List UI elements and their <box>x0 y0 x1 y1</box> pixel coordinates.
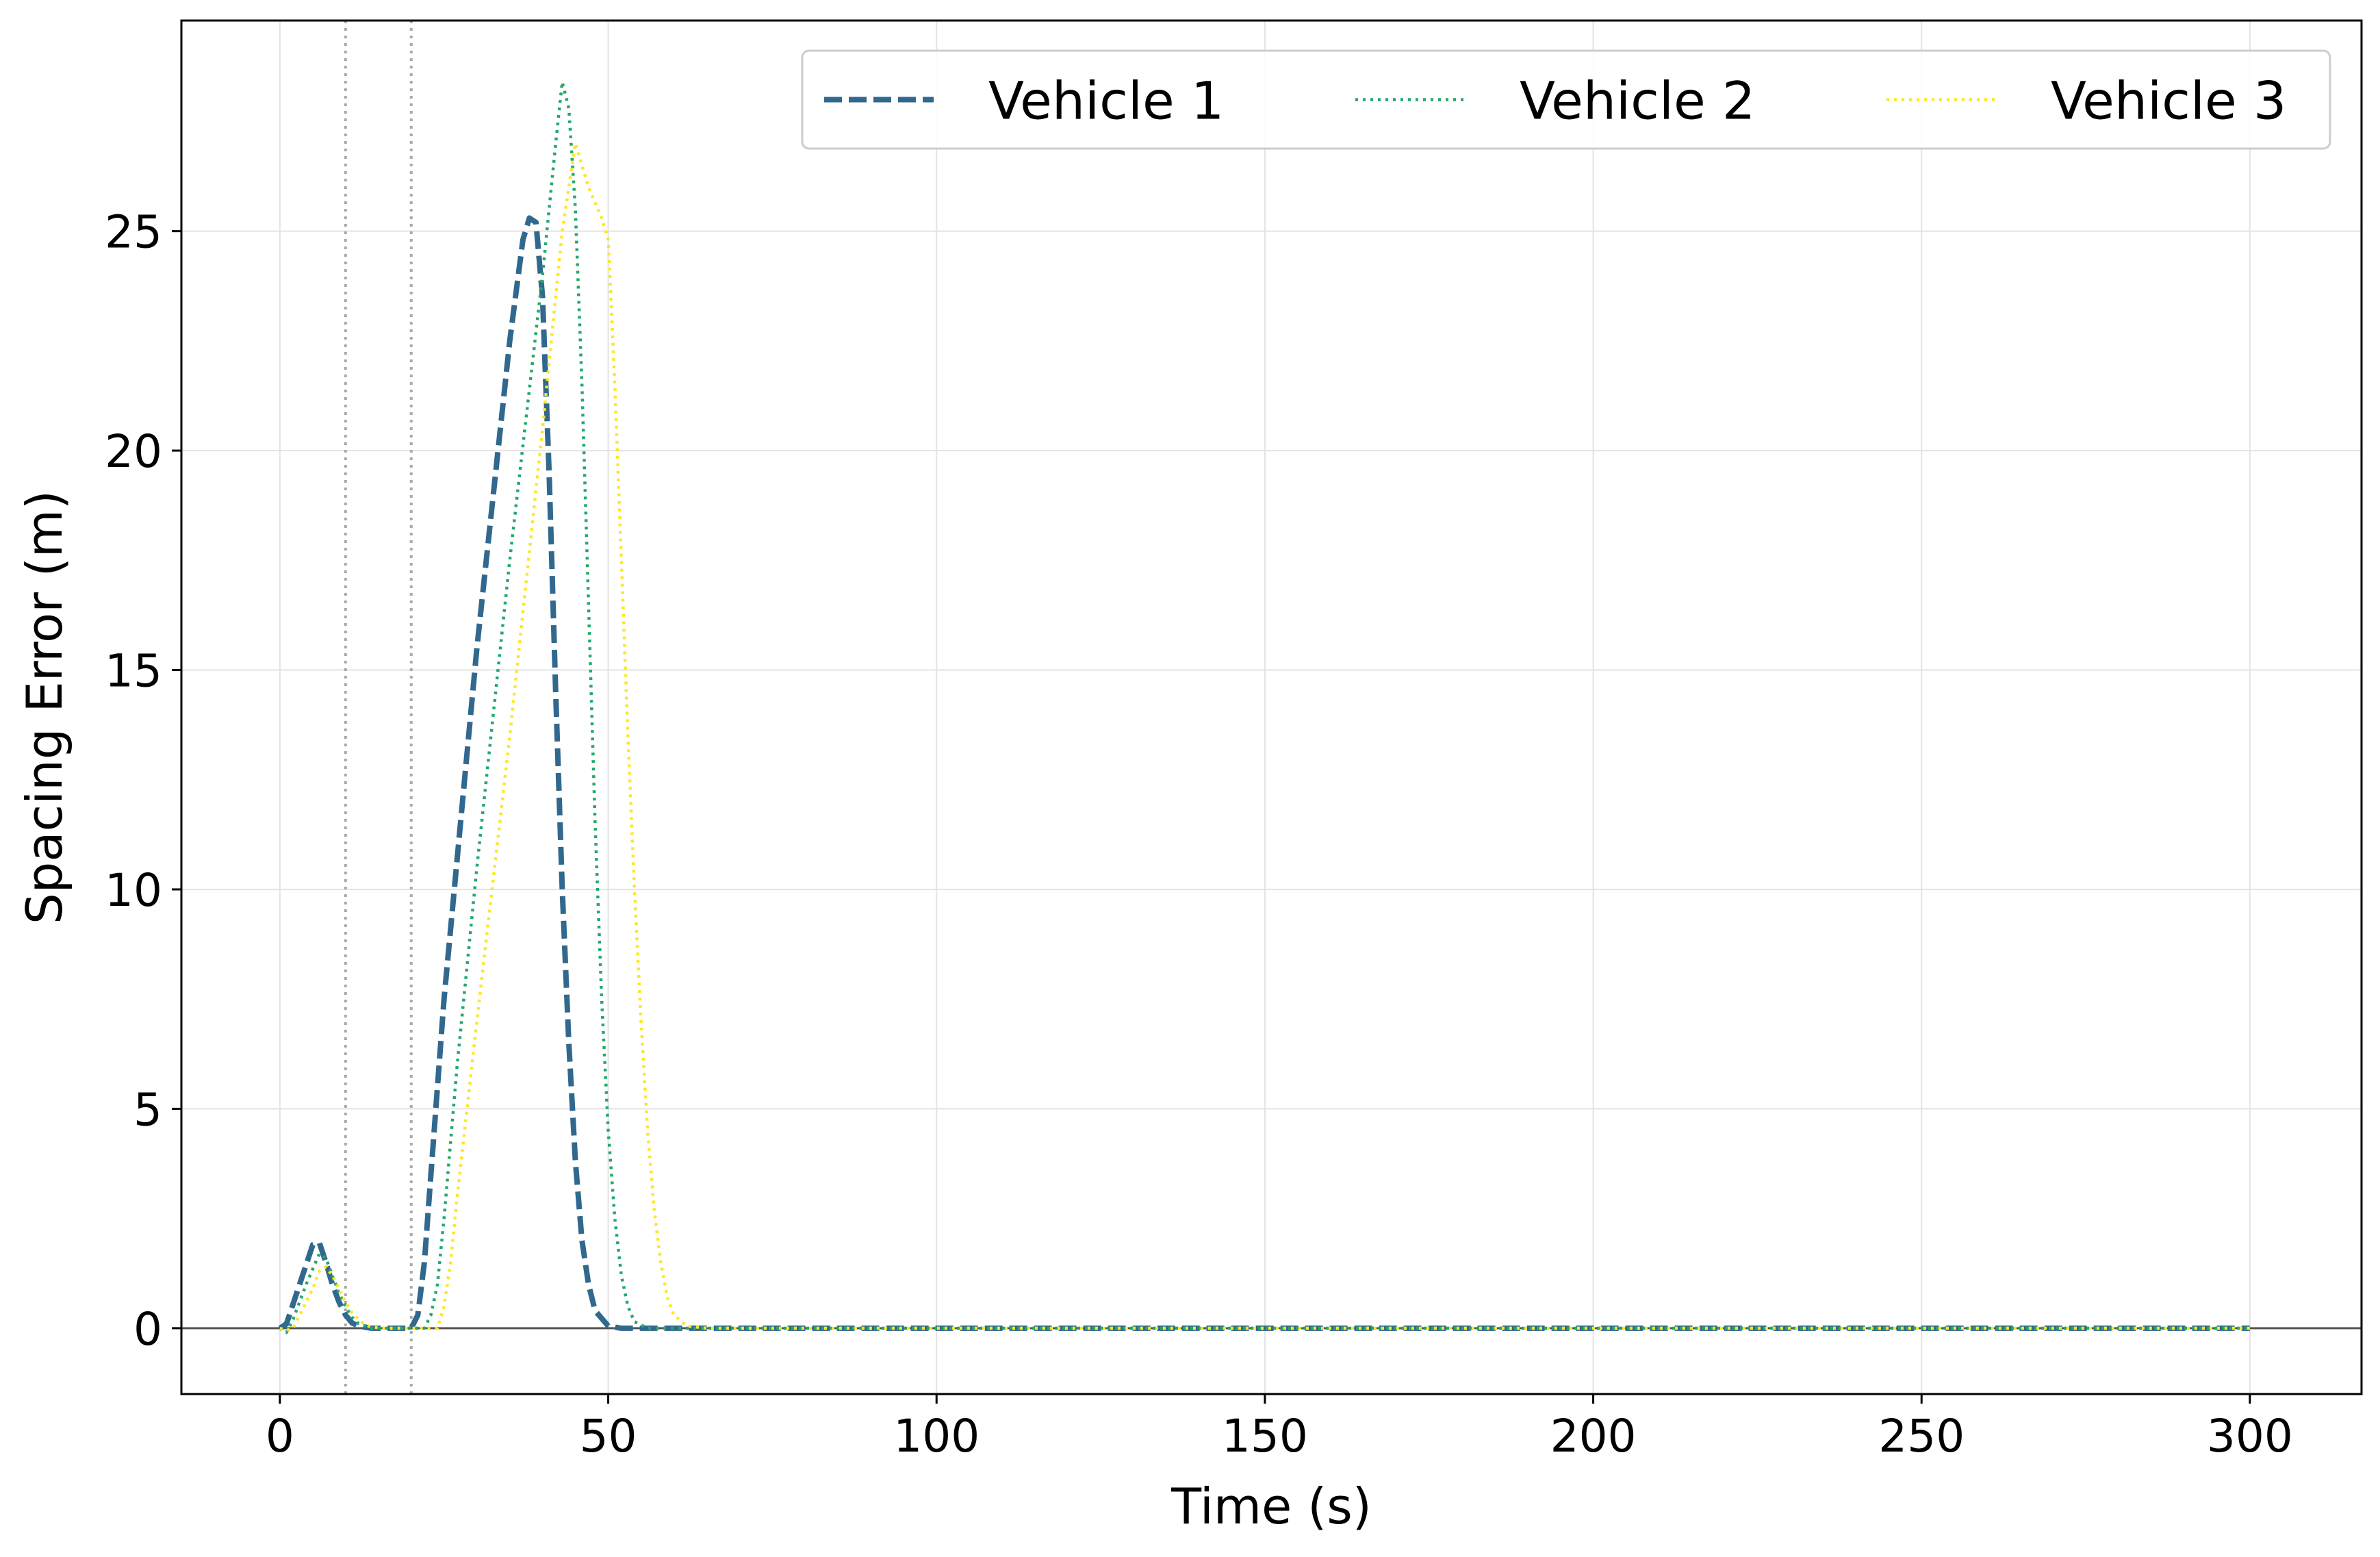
y-tick-label: 0 <box>133 1303 162 1356</box>
x-tick-label: 50 <box>580 1410 637 1463</box>
y-tick-label: 15 <box>105 645 162 698</box>
legend-label-vehicle-3: Vehicle 3 <box>2051 71 2286 131</box>
x-tick-label: 100 <box>893 1410 980 1463</box>
y-tick-label: 10 <box>105 864 162 917</box>
axis-ticks: 0 50 100 150 200 250 300 0 5 10 15 20 25 <box>105 206 2293 1463</box>
x-tick-label: 200 <box>1550 1410 1637 1463</box>
y-tick-label: 5 <box>133 1083 162 1136</box>
y-tick-label: 20 <box>105 425 162 478</box>
x-tick-label: 300 <box>2207 1410 2293 1463</box>
series-line-vehicle-1 <box>278 215 2250 1331</box>
series-line-vehicle-3 <box>279 142 2250 1332</box>
legend: Vehicle 1 Vehicle 2 Vehicle 3 <box>801 49 2331 150</box>
x-tick-label: 250 <box>1878 1410 1965 1463</box>
x-tick-label: 150 <box>1222 1410 1308 1463</box>
plot-frame <box>180 19 2363 1395</box>
y-tick-label: 25 <box>105 206 162 259</box>
legend-label-vehicle-2: Vehicle 2 <box>1520 71 1755 131</box>
legend-box <box>801 49 2331 150</box>
legend-label-vehicle-1: Vehicle 1 <box>988 71 1224 131</box>
y-axis-title: Spacing Error (m) <box>16 490 73 924</box>
series-line-vehicle-2 <box>279 80 2250 1334</box>
series-lines <box>278 80 2250 1334</box>
x-tick-label: 0 <box>266 1410 294 1463</box>
x-axis-title: Time (s) <box>1170 1478 1372 1535</box>
